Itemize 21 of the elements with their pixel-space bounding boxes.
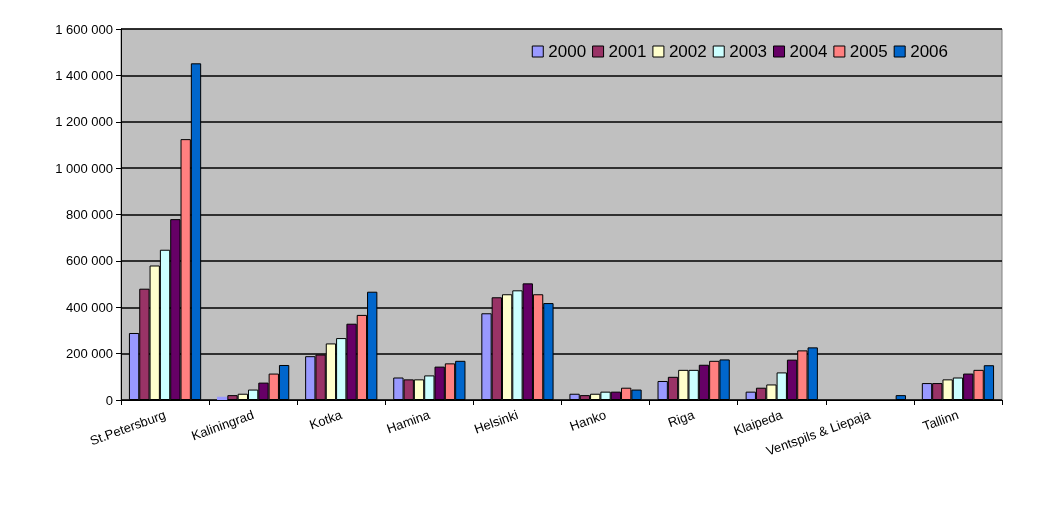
y-tick-label: 1 600 000	[55, 21, 113, 37]
legend-label: 2004	[789, 42, 828, 61]
legend-label: 2000	[548, 42, 587, 61]
x-tick-label: Hamina	[384, 406, 433, 437]
y-tick-label: 200 000	[66, 346, 113, 362]
y-tick-label: 600 000	[66, 253, 113, 269]
y-tick-label: 800 000	[66, 207, 113, 222]
legend-label: 2003	[729, 42, 768, 61]
y-tick-label: 1 200 000	[55, 114, 113, 130]
x-tick-label: Hanko	[567, 406, 609, 434]
y-tick-label: 400 000	[66, 299, 113, 315]
x-tick-label: Riga	[665, 406, 697, 431]
legend-label: 2002	[668, 42, 707, 61]
legend-label: 2005	[849, 42, 888, 61]
y-tick-label: 0	[105, 392, 113, 408]
x-tick-label: Tallinn	[920, 406, 961, 434]
y-tick-label: 1 000 000	[55, 160, 113, 176]
legend-label: 2006	[910, 42, 949, 61]
x-tick-label: Kotka	[307, 406, 345, 433]
legend-label: 2001	[608, 42, 647, 61]
y-tick-label: 1 400 000	[55, 67, 113, 83]
